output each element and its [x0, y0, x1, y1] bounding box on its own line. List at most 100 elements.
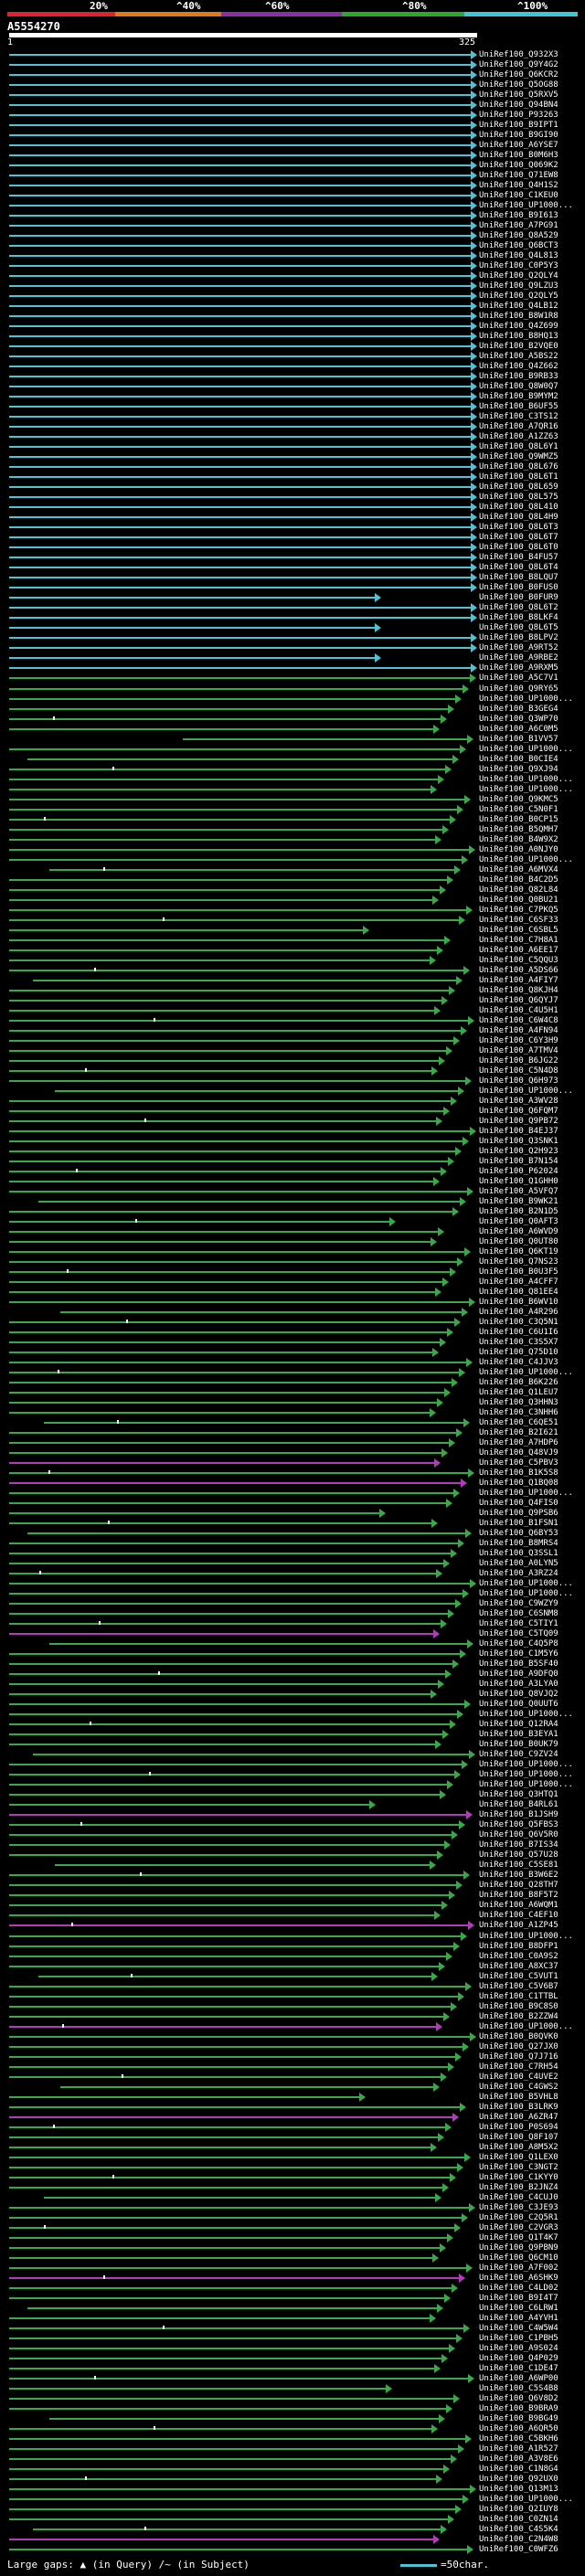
hit-label[interactable]: UniRef100_B5VHL8 [479, 2092, 558, 2102]
hit-label[interactable]: UniRef100_B0UK79 [479, 1740, 558, 1750]
hit-row[interactable]: UniRef100_A8XC37 [0, 1961, 585, 1972]
hit-label[interactable]: UniRef100_A6ZR47 [479, 2112, 558, 2122]
hit-row[interactable]: UniRef100_Q6H973 [0, 1076, 585, 1087]
hit-label[interactable]: UniRef100_B4RL61 [479, 1800, 558, 1810]
hit-row[interactable]: UniRef100_Q8L410 [0, 502, 585, 513]
hit-row[interactable]: UniRef100_UP1000... [0, 200, 585, 211]
hit-row[interactable]: UniRef100_Q71EW8 [0, 170, 585, 181]
hit-row[interactable]: UniRef100_C1KEU0 [0, 190, 585, 201]
hit-label[interactable]: UniRef100_Q9RY65 [479, 684, 558, 694]
hit-label[interactable]: UniRef100_B8F5T2 [479, 1891, 558, 1901]
hit-row[interactable]: UniRef100_C1TTBL [0, 1991, 585, 2002]
hit-row[interactable]: UniRef100_Q1LEU7 [0, 1387, 585, 1398]
hit-label[interactable]: UniRef100_Q9Y4G2 [479, 60, 558, 69]
hit-row[interactable]: UniRef100_Q9PSB6 [0, 1508, 585, 1519]
hit-row[interactable]: UniRef100_Q3HTQ1 [0, 1789, 585, 1800]
hit-label[interactable]: UniRef100_A6MVX4 [479, 864, 558, 875]
hit-label[interactable]: UniRef100_A3WV28 [479, 1096, 558, 1106]
hit-label[interactable]: UniRef100_Q6V5R0 [479, 1830, 558, 1840]
hit-label[interactable]: UniRef100_UP1000... [479, 1086, 573, 1096]
hit-row[interactable]: UniRef100_B8LQU7 [0, 572, 585, 583]
hit-label[interactable]: UniRef100_UP1000... [479, 1489, 573, 1499]
hit-row[interactable]: UniRef100_Q4Z699 [0, 321, 585, 332]
hit-row[interactable]: UniRef100_A3LYA0 [0, 1679, 585, 1690]
hit-row[interactable]: UniRef100_B2VQE0 [0, 341, 585, 352]
hit-label[interactable]: UniRef100_UP1000... [479, 1770, 573, 1780]
hit-row[interactable]: UniRef100_Q82L84 [0, 885, 585, 896]
hit-row[interactable]: UniRef100_C6SBL5 [0, 925, 585, 936]
hit-row[interactable]: UniRef100_C6U1I6 [0, 1327, 585, 1338]
hit-row[interactable]: UniRef100_UP1000... [0, 2021, 585, 2032]
hit-row[interactable]: UniRef100_Q8W0Q7 [0, 381, 585, 392]
hit-row[interactable]: UniRef100_A6YSE7 [0, 140, 585, 151]
hit-row[interactable]: UniRef100_B0M6H3 [0, 150, 585, 161]
hit-label[interactable]: UniRef100_C5BKH6 [479, 2433, 558, 2443]
hit-row[interactable]: UniRef100_B9IPT1 [0, 120, 585, 131]
hit-row[interactable]: UniRef100_Q2IUY8 [0, 2504, 585, 2515]
hit-row[interactable]: UniRef100_Q8L6T2 [0, 602, 585, 613]
hit-label[interactable]: UniRef100_A8XC37 [479, 1961, 558, 1971]
hit-label[interactable]: UniRef100_Q6BY53 [479, 1529, 558, 1539]
hit-row[interactable]: UniRef100_Q8KJH4 [0, 985, 585, 996]
hit-label[interactable]: UniRef100_Q9PBN9 [479, 2242, 558, 2253]
hit-row[interactable]: UniRef100_Q8L6T7 [0, 532, 585, 543]
hit-label[interactable]: UniRef100_Q57U28 [479, 1850, 558, 1860]
hit-row[interactable]: UniRef100_Q9XJ94 [0, 764, 585, 775]
hit-label[interactable]: UniRef100_A0NJY0 [479, 844, 558, 854]
hit-row[interactable]: UniRef100_B9WK21 [0, 1196, 585, 1207]
hit-row[interactable]: UniRef100_Q8L4H9 [0, 512, 585, 523]
hit-row[interactable]: UniRef100_Q94BN4 [0, 100, 585, 111]
hit-row[interactable]: UniRef100_Q8L676 [0, 461, 585, 472]
hit-row[interactable]: UniRef100_A4CFF7 [0, 1277, 585, 1288]
hit-row[interactable]: UniRef100_A6C0M5 [0, 724, 585, 735]
hit-row[interactable]: UniRef100_B2I621 [0, 1427, 585, 1438]
hit-row[interactable]: UniRef100_Q9PBN9 [0, 2242, 585, 2253]
hit-row[interactable]: UniRef100_UP1000... [0, 1769, 585, 1780]
hit-label[interactable]: UniRef100_C3NHH6 [479, 1408, 558, 1418]
hit-row[interactable]: UniRef100_A6MVX4 [0, 864, 585, 875]
hit-row[interactable]: UniRef100_C1N8G4 [0, 2464, 585, 2475]
hit-label[interactable]: UniRef100_A6C0M5 [479, 724, 558, 734]
hit-row[interactable]: UniRef100_Q3HHN3 [0, 1397, 585, 1408]
hit-row[interactable]: UniRef100_B8F5T2 [0, 1890, 585, 1901]
hit-row[interactable]: UniRef100_B3LRK9 [0, 2102, 585, 2113]
hit-label[interactable]: UniRef100_Q6BCT3 [479, 241, 558, 251]
hit-row[interactable]: UniRef100_A9RBE2 [0, 652, 585, 663]
hit-row[interactable]: UniRef100_B0CIE4 [0, 754, 585, 765]
hit-label[interactable]: UniRef100_B7N154 [479, 1156, 558, 1166]
hit-row[interactable]: UniRef100_A7PG91 [0, 220, 585, 231]
hit-label[interactable]: UniRef100_C4GWS2 [479, 2082, 558, 2092]
hit-label[interactable]: UniRef100_Q8L6T4 [479, 563, 558, 573]
hit-label[interactable]: UniRef100_C0ZN14 [479, 2514, 558, 2524]
hit-row[interactable]: UniRef100_B7N154 [0, 1156, 585, 1167]
hit-row[interactable]: UniRef100_B1VV57 [0, 734, 585, 745]
hit-row[interactable]: UniRef100_C5S4B8 [0, 2383, 585, 2394]
hit-label[interactable]: UniRef100_UP1000... [479, 774, 573, 784]
hit-label[interactable]: UniRef100_A9RT52 [479, 643, 558, 653]
hit-label[interactable]: UniRef100_C4JJV3 [479, 1358, 558, 1368]
hit-row[interactable]: UniRef100_C6SF33 [0, 915, 585, 926]
hit-row[interactable]: UniRef100_A7TMV4 [0, 1045, 585, 1056]
hit-label[interactable]: UniRef100_UP1000... [479, 1710, 573, 1720]
hit-label[interactable]: UniRef100_B9C8S0 [479, 2001, 558, 2011]
hit-label[interactable]: UniRef100_UP1000... [479, 1931, 573, 1941]
hit-label[interactable]: UniRef100_Q1T4K7 [479, 2232, 558, 2242]
hit-row[interactable]: UniRef100_Q6QYJ7 [0, 995, 585, 1006]
hit-label[interactable]: UniRef100_B6JG22 [479, 1055, 558, 1065]
hit-label[interactable]: UniRef100_A6QR50 [479, 2423, 558, 2433]
hit-label[interactable]: UniRef100_B9IPT1 [479, 121, 558, 131]
hit-row[interactable]: UniRef100_Q2QLY4 [0, 270, 585, 281]
hit-row[interactable]: UniRef100_C6LRW1 [0, 2303, 585, 2314]
hit-label[interactable]: UniRef100_Q9PSB6 [479, 1509, 558, 1519]
hit-row[interactable]: UniRef100_Q1GHH0 [0, 1176, 585, 1187]
hit-row[interactable]: UniRef100_B8LPV2 [0, 632, 585, 643]
hit-row[interactable]: UniRef100_Q1BQ08 [0, 1478, 585, 1489]
hit-row[interactable]: UniRef100_C5PBV3 [0, 1458, 585, 1468]
hit-label[interactable]: UniRef100_A7PG91 [479, 221, 558, 231]
hit-row[interactable]: UniRef100_A6ZR47 [0, 2112, 585, 2123]
hit-label[interactable]: UniRef100_Q6H973 [479, 1076, 558, 1086]
hit-label[interactable]: UniRef100_Q5OG88 [479, 80, 558, 90]
hit-row[interactable]: UniRef100_C4U5H1 [0, 1005, 585, 1016]
hit-label[interactable]: UniRef100_Q8L6T5 [479, 623, 558, 633]
hit-row[interactable]: UniRef100_C6W4C8 [0, 1015, 585, 1026]
